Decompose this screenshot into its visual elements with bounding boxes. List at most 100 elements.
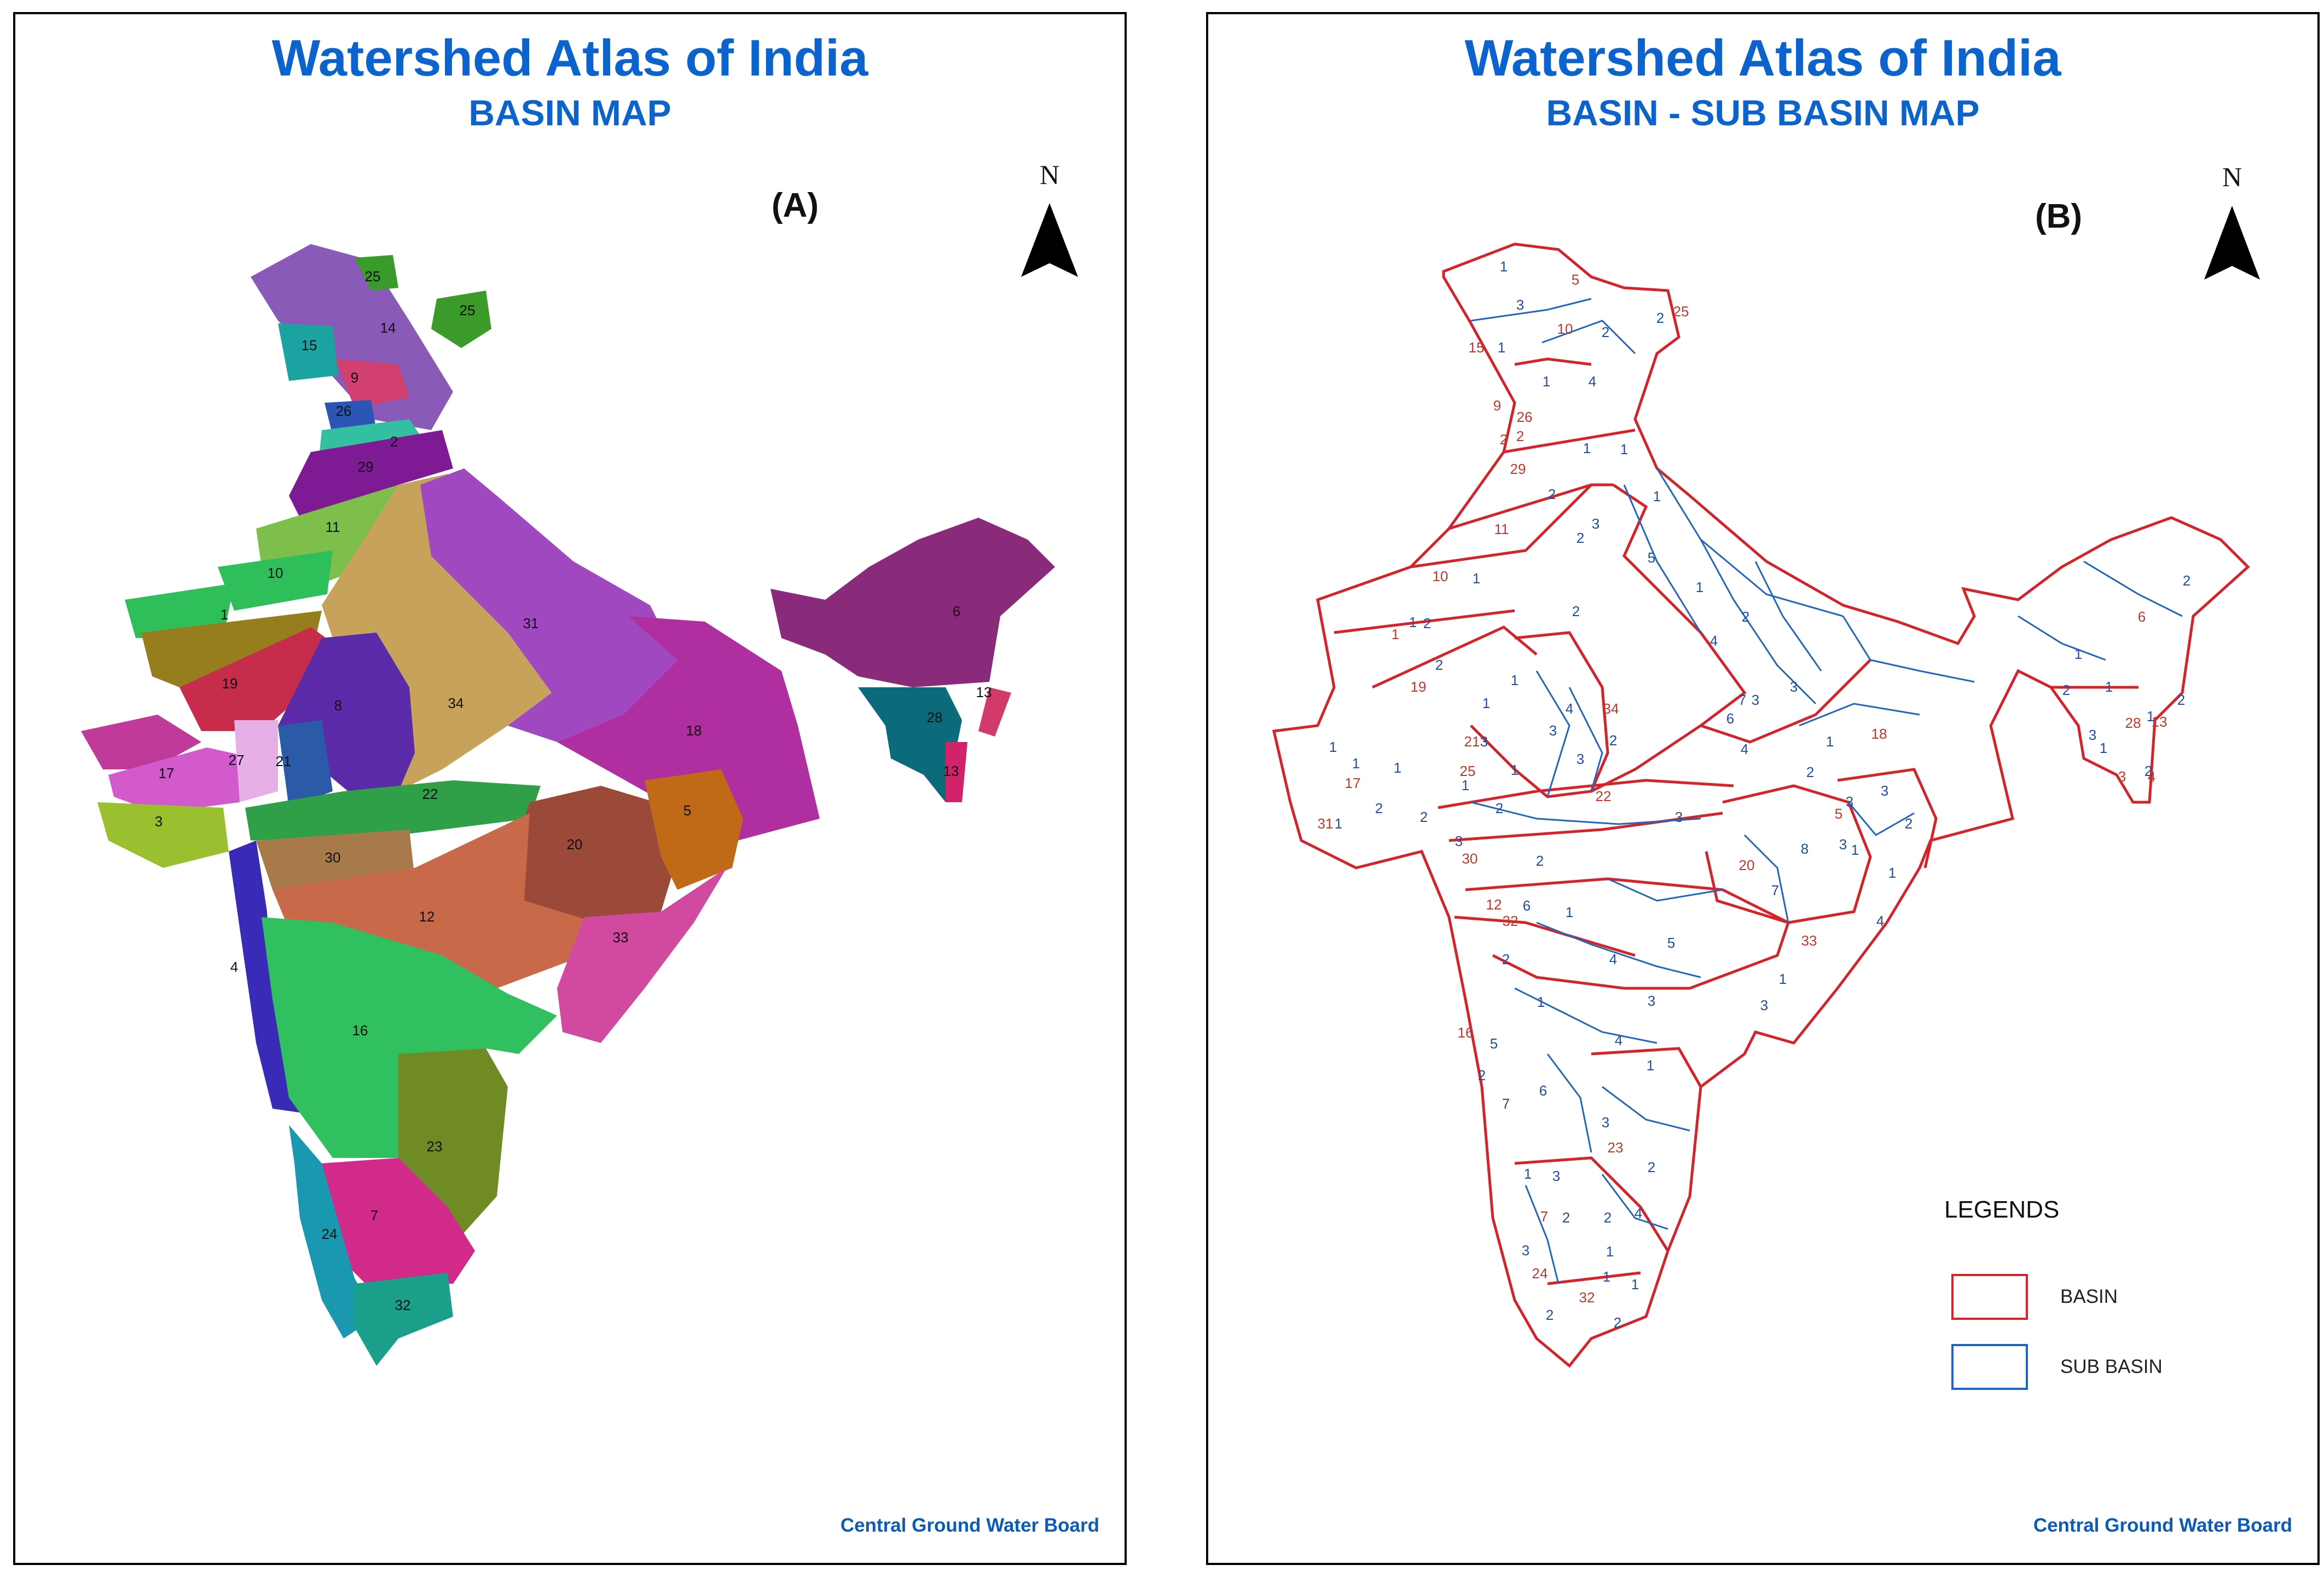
subbasin-number: 2: [1536, 853, 1544, 869]
subbasin-boundary: [1546, 1053, 1592, 1153]
basin-region: [97, 802, 229, 868]
panel-tag: (A): [772, 187, 819, 224]
subbasin-number: 1: [1511, 672, 1519, 688]
legend-swatch-basin: [1951, 1274, 2028, 1320]
basin-region: [355, 255, 398, 291]
basin-number: 2: [1516, 428, 1524, 444]
subbasin-number: 2: [1604, 1209, 1612, 1226]
subbasin-boundary: [1602, 1086, 1690, 1132]
basin-label: 26: [336, 403, 352, 419]
subbasin-number: 3: [1790, 679, 1798, 695]
subbasin-number: 1: [1524, 1166, 1532, 1182]
basin-boundary: [1334, 609, 1515, 634]
subbasin-boundary: [1743, 834, 1789, 923]
subbasin-number: 4: [1710, 633, 1718, 649]
credit-text: Central Ground Water Board: [840, 1515, 1099, 1536]
basin-number: 1: [1392, 626, 1399, 642]
basin-number: 20: [1739, 857, 1755, 873]
basin-subbasin-map: 5 25 10 15 9 26 2 29 11 10 1 19 21 25 17…: [1272, 161, 2260, 1368]
subbasin-number: 1: [1603, 1268, 1610, 1285]
basin-label: 32: [395, 1297, 411, 1313]
subbasin-number: 3: [1846, 793, 1853, 810]
subbasin-boundary: [1525, 1185, 1560, 1284]
subbasin-number: 1: [1696, 579, 1703, 595]
subbasin-boundary: [1568, 687, 1603, 792]
basin-boundary: [1465, 877, 1790, 990]
basin-boundary: [1591, 1047, 1702, 1088]
subbasin-number: 1: [1566, 904, 1573, 920]
basin-number: 29: [1510, 461, 1526, 477]
basin-number: 2: [1500, 431, 1508, 448]
basin-region: [245, 780, 541, 841]
subbasin-number: 1: [1826, 733, 1834, 750]
basin-number: 5: [1835, 806, 1842, 822]
basin-boundary: [1590, 483, 1747, 793]
basin-label: 25: [365, 268, 381, 285]
basin-subbasin-map-panel: Watershed Atlas of India BASIN - SUB BAS…: [1206, 12, 2320, 1565]
basin-number: 4: [2148, 768, 2155, 785]
basin-boundaries: [1272, 242, 2250, 1368]
basin-number: 15: [1469, 339, 1485, 356]
subbasin-number: 6: [1539, 1082, 1547, 1099]
subbasin-number: 3: [1552, 1168, 1560, 1184]
subbasin-number: 3: [1516, 297, 1524, 313]
basin-region: [978, 687, 1011, 737]
basin-label: 19: [222, 675, 238, 692]
basin-number: 25: [1460, 763, 1476, 779]
subbasin-boundary: [1536, 922, 1701, 978]
subbasin-number: 6: [1726, 710, 1734, 727]
subbasin-boundary: [1535, 670, 1570, 797]
basin-number: 26: [1517, 409, 1533, 425]
subbasin-boundary: [1607, 878, 1723, 902]
basin-label: 24: [322, 1226, 338, 1242]
basin-boundary: [1448, 812, 1723, 842]
subbasin-number: 1: [1620, 441, 1628, 457]
basin-label: 18: [686, 722, 702, 739]
subbasin-number: 1: [1606, 1243, 1614, 1260]
basin-label: 23: [427, 1138, 443, 1155]
subbasin-number: 2: [1806, 764, 1814, 780]
subbasin-boundary: [1601, 1174, 1668, 1230]
subbasin-number: 2: [1496, 800, 1503, 816]
basin-region: [81, 715, 201, 769]
basin-map-panel: Watershed Atlas of India BASIN MAP: [13, 12, 1127, 1565]
basin-region: [125, 583, 234, 638]
basin-region: [141, 611, 322, 687]
panel-tag: (B): [2035, 198, 2082, 235]
north-arrow-icon: N: [1021, 159, 1078, 277]
subbasin-number: 2: [1375, 800, 1383, 816]
subbasin-number: 3: [2089, 727, 2096, 743]
north-label: N: [1040, 159, 1059, 190]
subbasin-number: 1: [1543, 373, 1550, 390]
basin-label: 12: [419, 908, 435, 925]
basin-region: [770, 518, 1055, 687]
subbasin-number: 4: [1635, 1205, 1642, 1221]
basin-boundary: [1371, 625, 1538, 689]
subbasin-number: 4: [1876, 913, 1884, 929]
basin-label: 3: [155, 813, 163, 830]
basin-label: 31: [523, 615, 539, 631]
basin-number: 32: [1579, 1289, 1595, 1306]
subbasin-number: 2: [1546, 1307, 1554, 1323]
subbasin-number: 3: [1480, 733, 1488, 750]
subbasin-number: 1: [1409, 614, 1417, 630]
basin-label: 14: [380, 320, 396, 336]
panel-a-subtitle: BASIN MAP: [468, 92, 671, 133]
subbasin-number: 6: [1523, 897, 1531, 914]
basin-region: [278, 720, 333, 808]
basin-region: [179, 627, 349, 731]
basin-label: 16: [352, 1022, 368, 1039]
subbasin-number: 1: [1498, 339, 1505, 356]
subbasin-number: 2: [1548, 486, 1556, 502]
basin-region: [234, 720, 278, 802]
basin-number: 18: [1871, 726, 1887, 742]
subbasin-number: 3: [1648, 993, 1655, 1009]
basin-number: 31: [1318, 815, 1334, 832]
basin-label: 34: [448, 695, 464, 711]
subbasin-number: 7: [1738, 692, 1746, 708]
basin-boundary: [1837, 768, 1938, 868]
basin-boundary: [1547, 1271, 1641, 1285]
basin-region: [278, 323, 338, 381]
basin-label: 1: [221, 606, 228, 623]
basin-label: 2: [390, 433, 398, 450]
